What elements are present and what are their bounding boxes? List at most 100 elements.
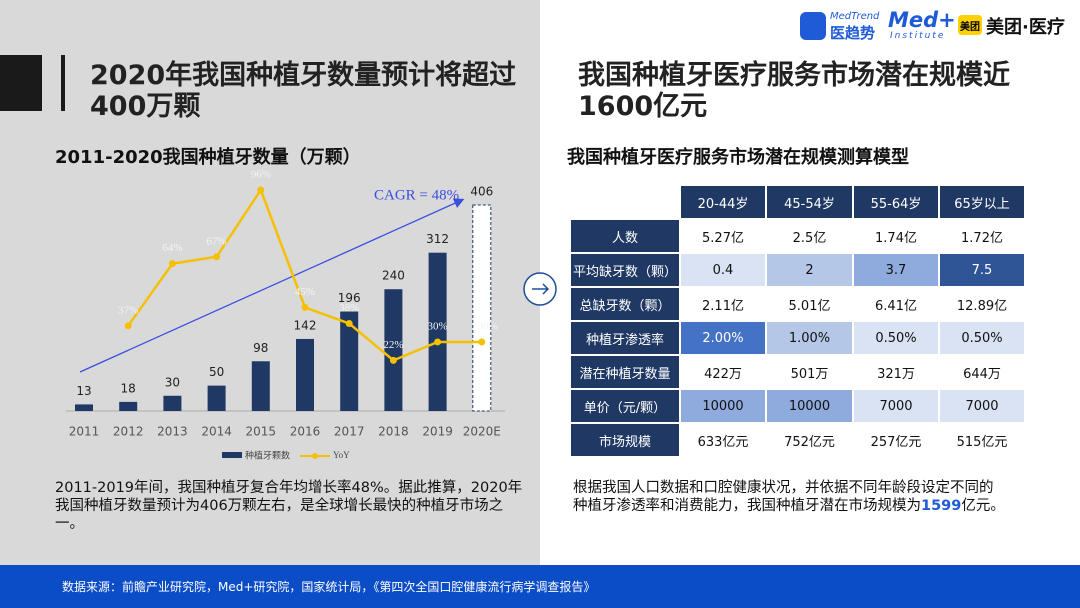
table-cell: 种植牙渗透率 bbox=[571, 322, 679, 354]
para-text: 种植牙渗透率和消费能力，我国种植牙潜在市场规模为 bbox=[573, 498, 921, 514]
table-cell: 潜在种植牙数量 bbox=[571, 356, 679, 388]
table-cell: 5.01亿 bbox=[767, 288, 852, 320]
table-cell: 321万 bbox=[854, 356, 938, 388]
table-cell: 6.41亿 bbox=[854, 288, 938, 320]
title-bar bbox=[61, 55, 65, 111]
yoy-point bbox=[301, 303, 309, 311]
title-block bbox=[0, 55, 42, 111]
table-cell: 7.5 bbox=[940, 254, 1024, 286]
legend-label: YoY bbox=[333, 450, 350, 460]
yoy-point bbox=[345, 320, 353, 328]
yoy-label: 38% bbox=[339, 302, 359, 314]
bar-label: 240 bbox=[382, 269, 405, 283]
bar-label: 13 bbox=[76, 384, 91, 398]
table-cell: 633亿元 bbox=[681, 424, 765, 456]
table-cell: 人数 bbox=[571, 220, 679, 252]
yoy-label: 30% bbox=[478, 320, 498, 332]
yoy-point bbox=[257, 186, 265, 194]
bar bbox=[384, 289, 403, 411]
x-tick-label: 2014 bbox=[201, 425, 232, 439]
legend-label: 种植牙颗数 bbox=[245, 450, 290, 462]
yoy-label: 67% bbox=[207, 235, 227, 247]
bar bbox=[163, 395, 182, 411]
table-cell: 平均缺牙数（颗） bbox=[571, 254, 679, 286]
bar-label: 406 bbox=[470, 185, 493, 199]
highlight: 1599 bbox=[921, 498, 962, 514]
table-cell: 总缺牙数（颗） bbox=[571, 288, 679, 320]
yoy-label: 30% bbox=[428, 320, 448, 332]
x-tick-label: 2012 bbox=[113, 425, 144, 439]
table-cell: 7000 bbox=[940, 390, 1024, 422]
bar bbox=[251, 361, 270, 411]
table-cell: 2.5亿 bbox=[767, 220, 852, 252]
x-tick-label: 2019 bbox=[422, 425, 453, 439]
footer-bar bbox=[0, 565, 1080, 608]
table-cell: 20-44岁 bbox=[681, 186, 765, 218]
logo-text: Institute bbox=[890, 31, 946, 41]
title-line: 1600亿元 bbox=[578, 91, 708, 122]
logo-text: 美团·医疗 bbox=[986, 17, 1065, 38]
table-cell: 752亿元 bbox=[767, 424, 852, 456]
yoy-label: 64% bbox=[162, 242, 182, 254]
table-cell: 501万 bbox=[767, 356, 852, 388]
left-title: 2020年我国种植牙数量预计将超过 400万颗 bbox=[90, 60, 516, 122]
table-cell: 单价（元/颗） bbox=[571, 390, 679, 422]
table-cell: 422万 bbox=[681, 356, 765, 388]
table-cell: 2.11亿 bbox=[681, 288, 765, 320]
left-paragraph: 2011-2019年间，我国种植牙复合年均增长率48%。据此推算，2020年我国… bbox=[55, 480, 523, 532]
yoy-point bbox=[124, 322, 132, 330]
cagr-arrow bbox=[79, 198, 465, 373]
right-title: 我国种植牙医疗服务市场潜在规模近 1600亿元 bbox=[578, 60, 1010, 122]
table-cell: 55-64岁 bbox=[854, 186, 938, 218]
table-cell: 1.74亿 bbox=[854, 220, 938, 252]
x-tick-label: 2020E bbox=[463, 425, 501, 439]
x-tick-label: 2013 bbox=[157, 425, 188, 439]
yoy-label: 22% bbox=[383, 339, 403, 351]
table-cell: 0.50% bbox=[854, 322, 938, 354]
table-cell: 7000 bbox=[854, 390, 938, 422]
table-cell: 市场规模 bbox=[571, 424, 679, 456]
logo-text: MedTrend bbox=[830, 11, 880, 22]
yoy-label: 45% bbox=[295, 286, 315, 298]
bar-label: 50 bbox=[209, 365, 224, 379]
table-cell: 12.89亿 bbox=[940, 288, 1024, 320]
yoy-point bbox=[168, 260, 176, 268]
chart: CAGR = 48% 2011 13 2012 18 2013 30 2014 50 2015 9… bbox=[66, 169, 557, 462]
bar-label: 196 bbox=[338, 291, 361, 305]
bar bbox=[207, 385, 226, 411]
table-cell: 2 bbox=[767, 254, 852, 286]
yoy-point bbox=[213, 253, 221, 261]
bar-label: 312 bbox=[426, 232, 449, 246]
logo-text: Med+ bbox=[888, 8, 956, 32]
table-cell: 2.00% bbox=[681, 322, 765, 354]
table-cell: 257亿元 bbox=[854, 424, 938, 456]
bar-label: 30 bbox=[165, 375, 180, 389]
table-subtitle: 我国种植牙医疗服务市场潜在规模测算模型 bbox=[567, 147, 909, 168]
chart-subtitle: 2011-2020我国种植牙数量（万颗） bbox=[55, 147, 361, 168]
logo-badge: 美团 bbox=[958, 15, 982, 35]
x-tick-label: 2011 bbox=[69, 425, 100, 439]
yoy-point bbox=[389, 356, 397, 364]
table-cell: 644万 bbox=[940, 356, 1024, 388]
logo-icon bbox=[800, 12, 826, 40]
bar bbox=[428, 252, 447, 411]
x-tick-label: 2017 bbox=[334, 425, 365, 439]
table-cell: 1.72亿 bbox=[940, 220, 1024, 252]
yoy-point bbox=[434, 338, 442, 346]
bar-label: 142 bbox=[294, 318, 317, 332]
para-line: 种植牙渗透率和消费能力，我国种植牙潜在市场规模为1599亿元。 bbox=[573, 497, 1005, 515]
table-cell: 10000 bbox=[767, 390, 852, 422]
legend-swatch bbox=[222, 452, 242, 458]
table-cell: 515亿元 bbox=[940, 424, 1024, 456]
table-cell: 65岁以上 bbox=[940, 186, 1024, 218]
yoy-label: 96% bbox=[251, 169, 271, 181]
table-cell: 3.7 bbox=[854, 254, 938, 286]
x-tick-label: 2015 bbox=[246, 425, 277, 439]
footer-text: 数据来源：前瞻产业研究院，Med+研究院，国家统计局，《第四次全国口腔健康流行病… bbox=[62, 580, 596, 594]
table-cell: 45-54岁 bbox=[767, 186, 852, 218]
table-cell: 0.50% bbox=[940, 322, 1024, 354]
title-line: 我国种植牙医疗服务市场潜在规模近 bbox=[578, 60, 1010, 91]
arrow-icon bbox=[532, 283, 550, 295]
bar bbox=[296, 338, 314, 411]
